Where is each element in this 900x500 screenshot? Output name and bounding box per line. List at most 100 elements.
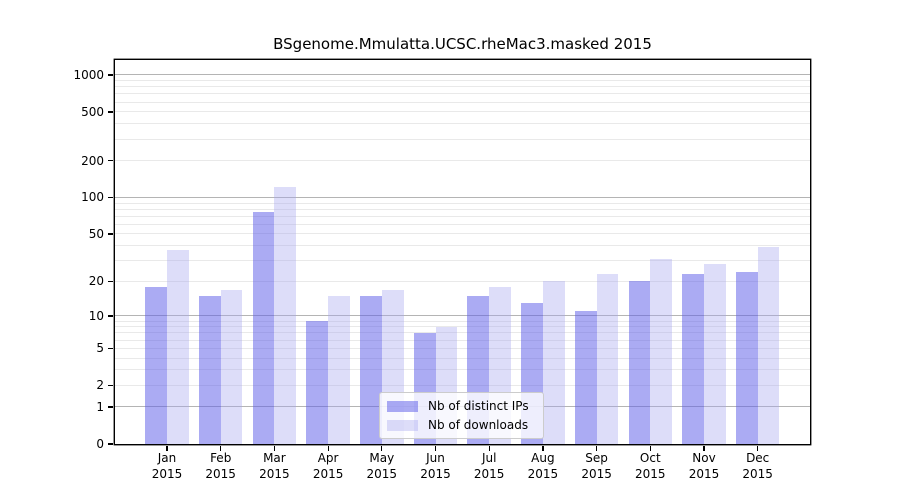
y-gridline-minor (115, 326, 810, 328)
x-tick-label: Oct 2015 (635, 451, 666, 481)
x-tick-label: Jun 2015 (420, 451, 451, 481)
x-tick-label: Aug 2015 (527, 451, 559, 481)
bar-distinct-ips (682, 274, 704, 444)
x-tick (220, 446, 222, 451)
y-gridline-minor (115, 101, 810, 103)
x-tick (488, 446, 490, 451)
y-gridline-minor (115, 138, 810, 140)
bar-downloads (274, 186, 297, 444)
bar-downloads (757, 246, 780, 444)
legend-swatch-downloads (387, 419, 418, 431)
y-tick-label: 500 (81, 104, 104, 119)
bar-downloads (167, 249, 189, 444)
x-tick-label: Jul 2015 (473, 451, 505, 481)
y-tick-label: 0 (96, 437, 104, 451)
y-gridline-minor (115, 111, 810, 113)
y-gridline-minor (115, 384, 810, 386)
bar-distinct-ips (574, 311, 597, 444)
y-tick (108, 160, 113, 162)
x-tick (327, 446, 329, 451)
bar-downloads (542, 281, 565, 444)
bar-downloads (704, 264, 726, 444)
bar-distinct-ips (252, 211, 275, 444)
x-tick-label: Feb 2015 (205, 451, 236, 481)
y-gridline-minor (115, 123, 810, 125)
bar-distinct-ips (198, 295, 221, 444)
y-gridline-minor (115, 347, 810, 349)
y-gridline-minor (115, 339, 810, 341)
y-tick (108, 347, 113, 349)
x-tick (703, 446, 705, 451)
y-gridline-minor (115, 202, 810, 204)
y-tick (108, 280, 113, 283)
bar-downloads (220, 289, 243, 444)
y-tick-label: 10 (88, 308, 104, 323)
y-tick (108, 406, 113, 408)
x-tick-label: Apr 2015 (312, 451, 344, 481)
y-gridline-major (115, 315, 810, 317)
y-tick (108, 74, 113, 76)
legend-label-downloads: Nb of downloads (428, 418, 529, 432)
bar-distinct-ips (735, 272, 758, 444)
x-tick (434, 446, 437, 451)
y-tick (108, 315, 113, 317)
y-gridline-minor (115, 332, 810, 334)
y-gridline-minor (115, 86, 810, 88)
x-tick-label: May 2015 (366, 451, 398, 481)
legend-swatch-distinct-ips (387, 400, 418, 412)
y-gridline-minor (115, 160, 810, 162)
y-gridline-minor (115, 260, 810, 262)
y-tick (108, 196, 113, 199)
legend: Nb of distinct IPs Nb of downloads (379, 392, 544, 439)
x-tick-label: Mar 2015 (259, 451, 290, 481)
y-gridline-major (115, 74, 810, 76)
plot-area: Nb of distinct IPs Nb of downloads (115, 60, 810, 444)
bar-downloads (596, 274, 619, 444)
y-gridline-minor (115, 223, 810, 225)
bar-downloads (650, 258, 673, 444)
legend-item-distinct-ips: Nb of distinct IPs (387, 399, 535, 413)
legend-item-downloads: Nb of downloads (387, 418, 535, 432)
y-gridline-minor (115, 280, 810, 282)
bar-distinct-ips (628, 281, 651, 444)
y-tick-label: 5 (96, 341, 104, 356)
y-tick-label: 20 (88, 274, 104, 289)
bar-distinct-ips (360, 295, 382, 444)
y-gridline-minor (115, 357, 810, 359)
bar-distinct-ips (145, 286, 167, 444)
y-gridline-minor (115, 245, 810, 247)
x-tick (273, 446, 276, 451)
x-tick-label: Dec 2015 (742, 451, 773, 481)
y-gridline-minor (115, 233, 810, 235)
y-gridline-minor (115, 208, 810, 210)
y-tick-label: 50 (88, 226, 104, 241)
x-tick-label: Nov 2015 (688, 451, 720, 481)
x-tick (649, 446, 651, 451)
x-tick (596, 446, 598, 451)
x-tick-label: Sep 2015 (581, 451, 612, 481)
y-tick-label: 100 (81, 190, 104, 205)
y-gridline-minor (115, 93, 810, 95)
y-tick-label: 1 (96, 399, 104, 414)
y-tick-label: 200 (81, 153, 104, 168)
x-tick (542, 446, 544, 451)
legend-label-distinct-ips: Nb of distinct IPs (428, 399, 529, 413)
y-tick (108, 384, 113, 386)
y-tick (108, 443, 113, 445)
y-gridline-minor (115, 369, 810, 371)
y-gridline-major (115, 196, 810, 198)
y-tick-label: 2 (96, 378, 104, 393)
bar-distinct-ips (306, 321, 329, 444)
y-gridline-minor (115, 80, 810, 82)
y-gridline-minor (115, 320, 810, 322)
x-tick-label: Jan 2015 (151, 451, 183, 481)
y-tick-label: 1000 (73, 67, 104, 82)
y-tick (108, 233, 113, 235)
chart-title: BSgenome.Mmulatta.UCSC.rheMac3.masked 20… (273, 35, 652, 53)
y-tick (108, 111, 113, 113)
y-gridline-minor (115, 215, 810, 217)
x-tick (757, 446, 759, 451)
x-tick (166, 446, 168, 451)
bar-downloads (328, 295, 350, 444)
